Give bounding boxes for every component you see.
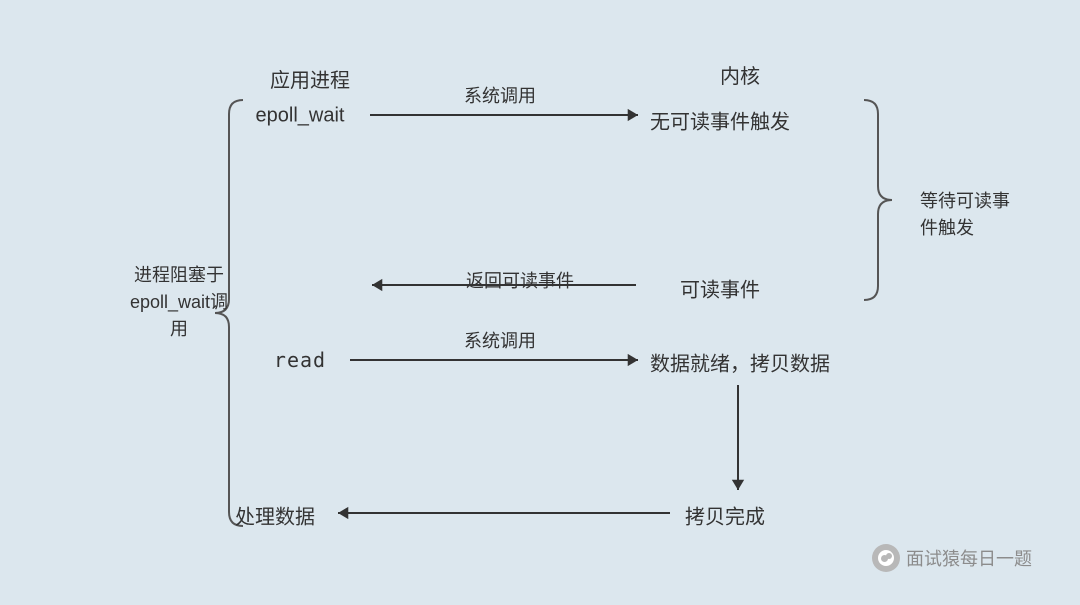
- node-process-data: 处理数据: [235, 501, 315, 530]
- right-bracket-label: 等待可读事 件触发: [920, 188, 1010, 242]
- left-bracket-label: 进程阻塞于 epoll_wait调 用: [130, 262, 228, 343]
- right-bracket-line2: 件触发: [920, 218, 974, 238]
- node-data-ready: 数据就绪，拷贝数据: [650, 348, 830, 377]
- left-bracket-line3: 用: [170, 319, 188, 339]
- node-readable: 可读事件: [680, 274, 760, 303]
- edge-label-return-readable: 返回可读事件: [466, 267, 574, 293]
- node-epoll-wait: epoll_wait: [256, 105, 345, 128]
- header-app-process: 应用进程: [270, 64, 350, 93]
- left-bracket-line2: epoll_wait调: [130, 292, 228, 312]
- header-kernel: 内核: [720, 60, 760, 89]
- node-read: read: [274, 348, 326, 372]
- node-no-readable: 无可读事件触发: [650, 106, 790, 135]
- wechat-icon: [872, 544, 900, 572]
- watermark: 面试猿每日一题: [872, 544, 1032, 572]
- node-copy-done: 拷贝完成: [685, 501, 765, 530]
- right-bracket-line1: 等待可读事: [920, 191, 1010, 211]
- left-bracket-line1: 进程阻塞于: [134, 265, 224, 285]
- edge-label-syscall-1: 系统调用: [464, 82, 536, 108]
- edge-label-syscall-2: 系统调用: [464, 327, 536, 353]
- watermark-text: 面试猿每日一题: [906, 545, 1032, 571]
